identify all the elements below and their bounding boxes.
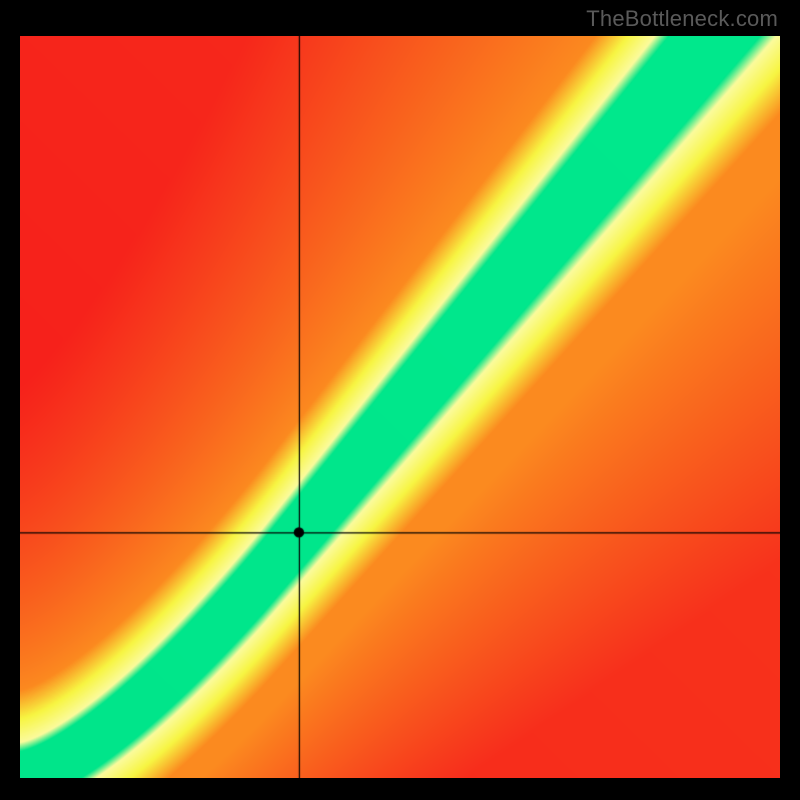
watermark-text: TheBottleneck.com <box>586 6 778 32</box>
bottleneck-heatmap <box>20 36 780 778</box>
chart-container: { "watermark": "TheBottleneck.com", "cha… <box>0 0 800 800</box>
